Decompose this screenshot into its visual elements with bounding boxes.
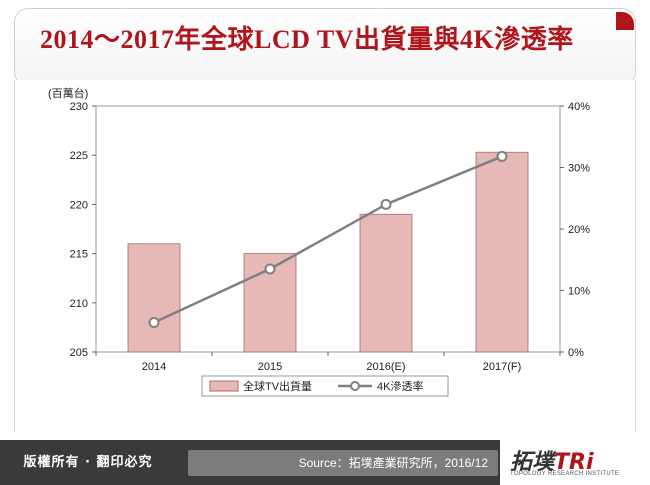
company-logo: 拓墣TRi TOPOLOGY RESEARCH INSTITUTE xyxy=(500,440,650,485)
x-axis-category-label: 2014 xyxy=(142,361,166,373)
left-axis-tick-label: 230 xyxy=(70,101,88,113)
legend-swatch-marker xyxy=(350,381,360,391)
chart-container xyxy=(14,80,636,432)
combo-chart: 205 210 215 220 225 230(百萬台) 0% 10% 20% 30% 40% 201… xyxy=(48,86,590,397)
left-axis-tick-label: 215 xyxy=(70,249,88,261)
rights-notice: 版權所有 · 翻印必究 xyxy=(0,440,176,485)
logo-subtitle: TOPOLOGY RESEARCH INSTITUTE xyxy=(510,471,620,477)
legend-label-bar: 全球TV出貨量 xyxy=(243,379,312,393)
bar xyxy=(127,243,181,353)
x-axis-category-label: 2017(F) xyxy=(483,361,522,373)
legend-frame xyxy=(201,375,449,397)
right-axis-tick-label: 10% xyxy=(568,286,590,298)
x-axis-category-label: 2016(E) xyxy=(366,361,405,373)
left-axis-tick-label: 225 xyxy=(70,150,88,162)
x-axis-category-label: 2015 xyxy=(258,361,282,373)
title-accent xyxy=(616,12,634,30)
right-axis-tick-label: 40% xyxy=(568,101,590,113)
right-axis-tick-label: 30% xyxy=(568,163,590,175)
legend-label-line: 4K滲透率 xyxy=(377,379,423,393)
source-note: Source：拓墣產業研究所，2016/12 xyxy=(188,450,498,476)
right-axis-tick-label: 0% xyxy=(568,347,584,359)
bar xyxy=(359,213,413,353)
line-point xyxy=(380,198,392,210)
logo-text: 拓墣 xyxy=(510,450,555,475)
footer: 版權所有 · 翻印必究 Source：拓墣產業研究所，2016/12 拓墣TRi… xyxy=(0,440,650,485)
left-axis-tick-label: 220 xyxy=(70,199,88,211)
logo-tri: TRi xyxy=(554,450,594,475)
chart-title: 2014～2017年全球LCD TV出貨量與4K滲透率 xyxy=(40,25,574,54)
line-point xyxy=(496,150,508,162)
penetration-line xyxy=(153,155,503,324)
line-point xyxy=(148,316,160,328)
left-axis-unit-label: (百萬台) xyxy=(48,86,88,100)
bar xyxy=(475,151,529,353)
left-axis-tick-label: 205 xyxy=(70,347,88,359)
line-point xyxy=(264,263,276,275)
left-axis-tick-label: 210 xyxy=(70,298,88,310)
right-axis-tick-label: 20% xyxy=(568,224,590,236)
legend-swatch-bar xyxy=(209,380,239,392)
title-bar xyxy=(14,8,636,86)
